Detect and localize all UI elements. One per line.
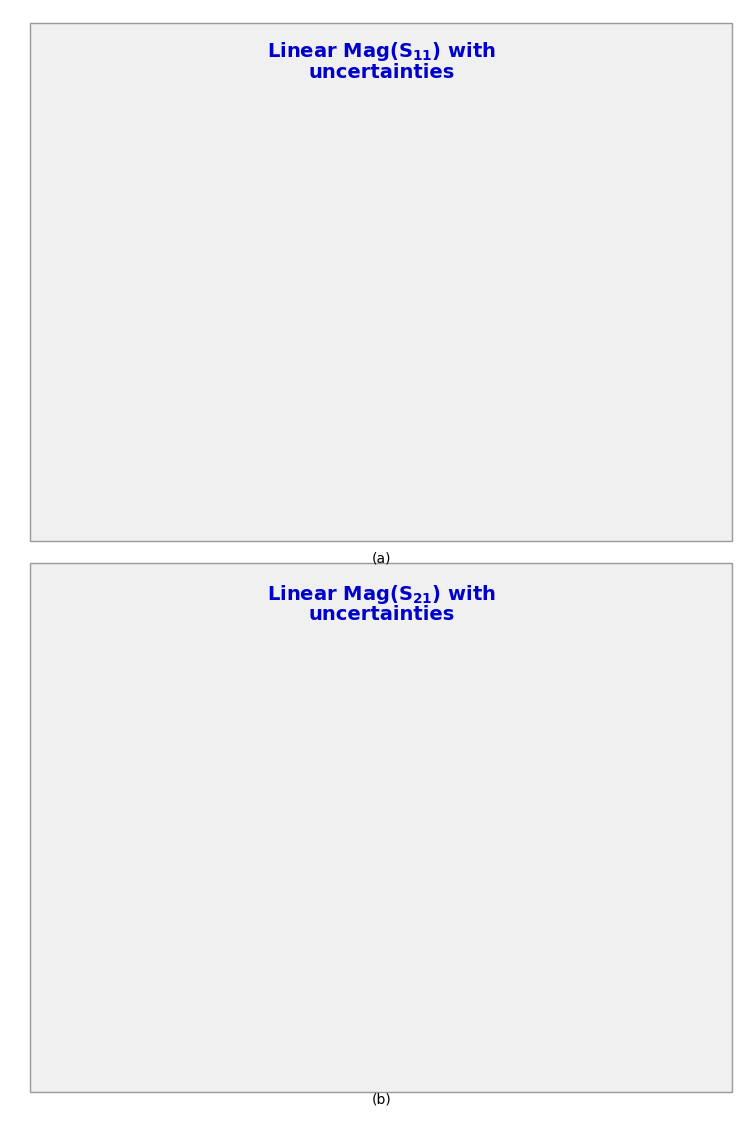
Text: Linear Mag($\mathbf{S_{11}}$) with: Linear Mag($\mathbf{S_{11}}$) with xyxy=(267,40,496,63)
Text: uncertainties: uncertainties xyxy=(308,605,455,625)
Text: (b): (b) xyxy=(371,1092,391,1106)
X-axis label: Frequency (GHz): Frequency (GHz) xyxy=(341,522,482,537)
Text: Linear Mag($\mathbf{S_{21}}$) with: Linear Mag($\mathbf{S_{21}}$) with xyxy=(267,583,496,605)
Text: uncertainties: uncertainties xyxy=(308,63,455,82)
Y-axis label: Linear Mag. S21: Linear Mag. S21 xyxy=(62,780,76,888)
X-axis label: Frequency (GHz): Frequency (GHz) xyxy=(341,1063,482,1078)
Text: (a): (a) xyxy=(371,552,391,566)
Y-axis label: Linear Mag.S(11): Linear Mag.S(11) xyxy=(62,267,76,381)
